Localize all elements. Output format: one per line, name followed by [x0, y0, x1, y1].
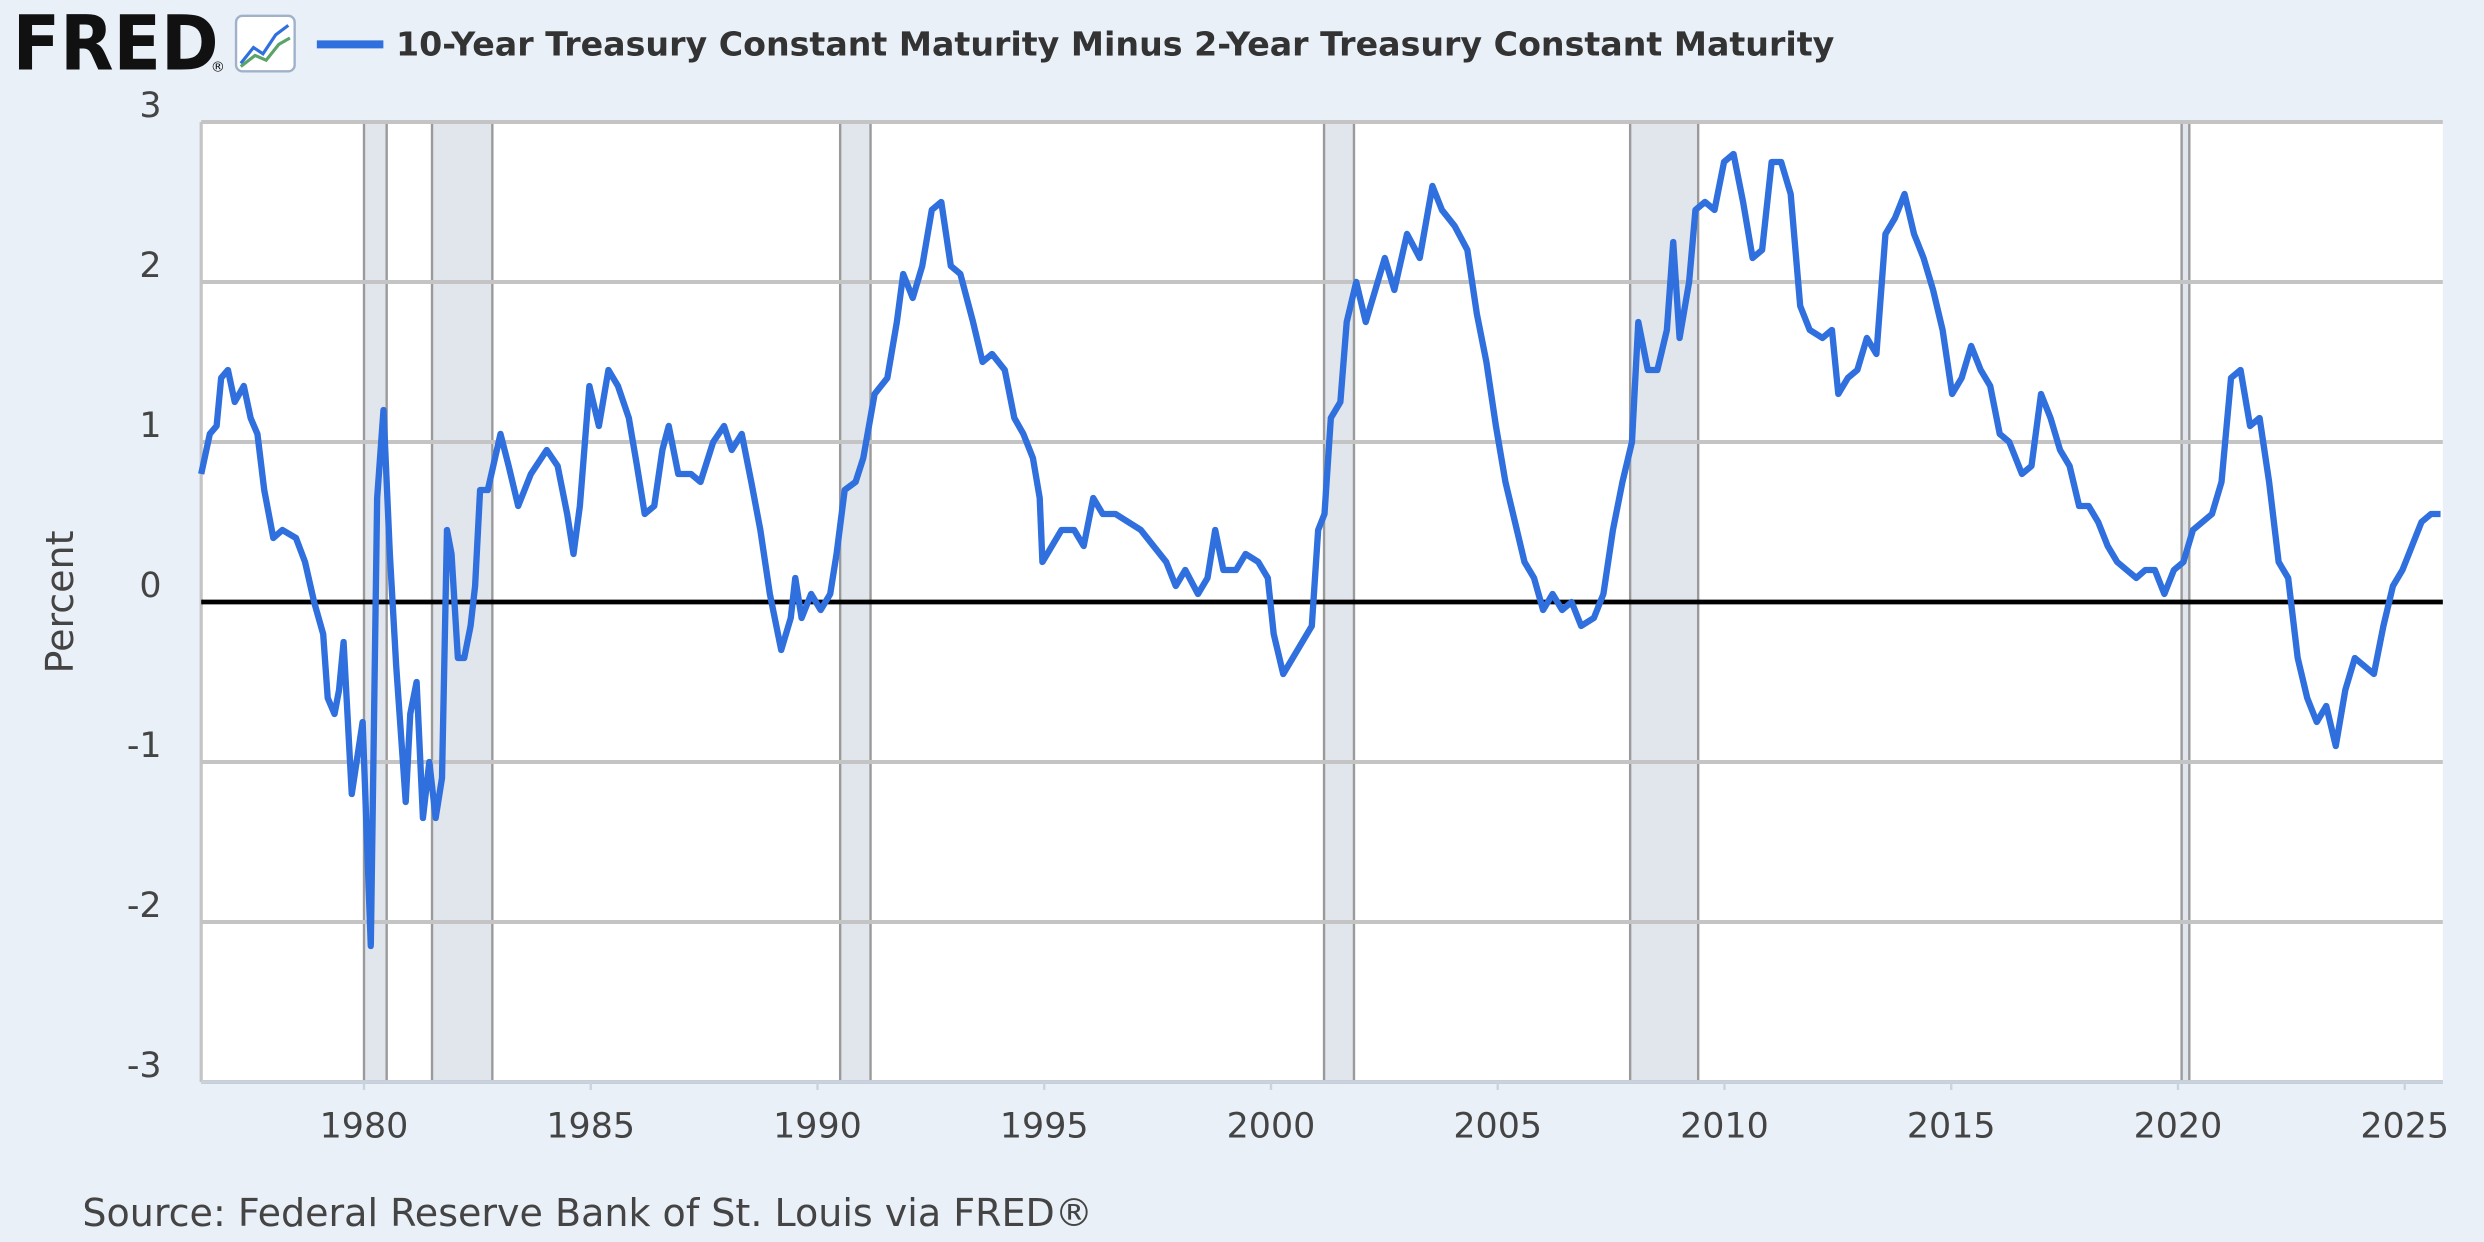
plot: -3 -2 -1 0 1 2 3 1980 1985 1990 1995 2000 2005 2010 20…	[127, 86, 2449, 1146]
logo-icon	[234, 14, 296, 73]
logo-mark: ®	[211, 59, 225, 75]
y-tick-label: -2	[127, 886, 162, 926]
x-tick-label: 1985	[546, 1106, 635, 1146]
series-line	[198, 150, 2441, 950]
source: Source: Federal Reserve Bank of St. Loui…	[82, 1191, 1092, 1235]
y-tick-label: 3	[139, 86, 161, 126]
y-tick-label: 0	[139, 566, 161, 606]
x-tick-label: 2015	[1907, 1106, 1996, 1146]
y-axis-label: Percent	[38, 530, 82, 673]
x-tick-label: 1990	[773, 1106, 862, 1146]
y-tick-label: -1	[127, 726, 162, 766]
y-tick-label: -3	[127, 1046, 162, 1086]
logo: FRED	[13, 0, 219, 88]
legend-label: 10-Year Treasury Constant Maturity Minus…	[396, 24, 1835, 63]
x-tick-label: 1995	[1000, 1106, 1089, 1146]
x-tick-label: 2000	[1227, 1106, 1316, 1146]
y-tick-label: 2	[139, 246, 161, 286]
y-tick-label: 1	[139, 406, 161, 446]
x-tick-label: 2025	[2360, 1106, 2449, 1146]
x-tick-label: 1980	[320, 1106, 409, 1146]
x-tick-label: 2020	[2134, 1106, 2223, 1146]
x-tick-label: 2010	[1680, 1106, 1769, 1146]
x-tick-label: 2005	[1453, 1106, 1542, 1146]
